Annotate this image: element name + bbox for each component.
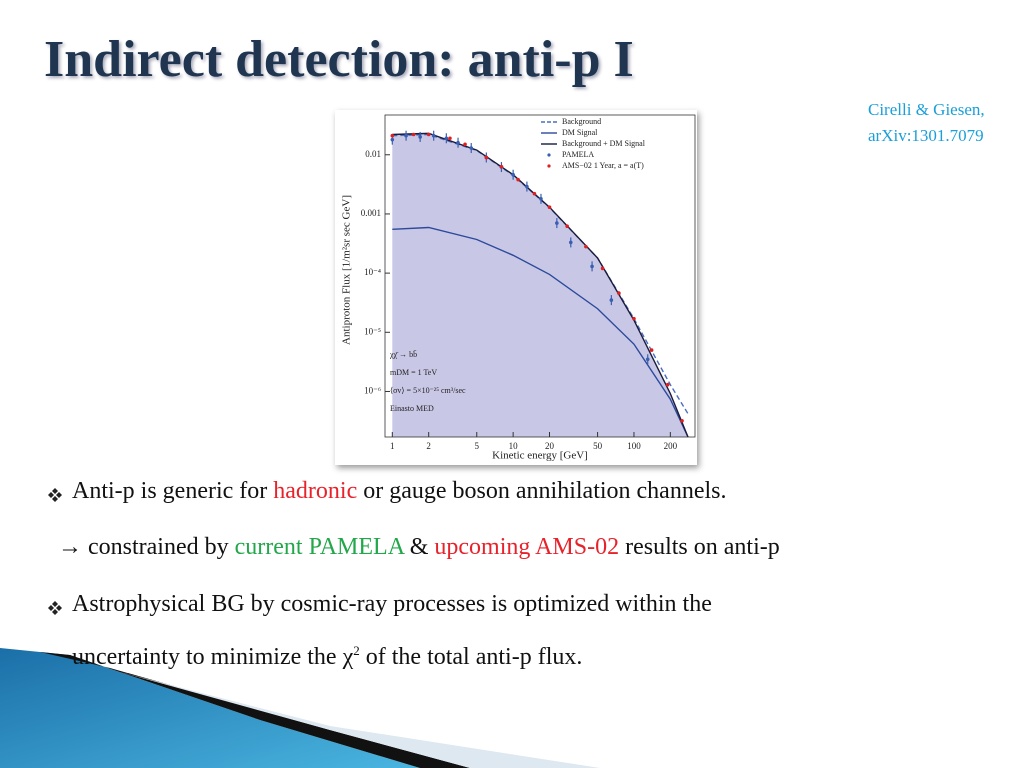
x-tick-label: 50 bbox=[593, 441, 603, 451]
data-point bbox=[617, 291, 621, 295]
bullet-line: Anti-p is generic for hadronic or gauge … bbox=[72, 478, 727, 505]
x-tick-label: 100 bbox=[627, 441, 641, 451]
data-point bbox=[516, 177, 520, 182]
citation: arXiv:1301.7079 bbox=[868, 126, 984, 145]
data-point bbox=[418, 135, 422, 139]
data-point bbox=[609, 298, 614, 302]
x-tick-label: 10 bbox=[509, 441, 519, 451]
text-segment: or gauge boson annihilation channels. bbox=[357, 478, 727, 504]
legend-label: AMS−02 1 Year, a = a(T) bbox=[562, 161, 644, 170]
plot-frame bbox=[384, 114, 696, 438]
data-point bbox=[680, 418, 684, 423]
data-point bbox=[469, 146, 474, 150]
data-point bbox=[590, 264, 594, 269]
bullet-icon bbox=[48, 488, 62, 502]
legend-label: Background bbox=[562, 117, 601, 126]
data-point bbox=[584, 244, 588, 249]
legend-label: DM Signal bbox=[562, 128, 598, 137]
data-point bbox=[565, 224, 569, 229]
citation: Cirelli & Giesen, bbox=[868, 100, 985, 119]
text-segment: results on anti-p bbox=[619, 534, 780, 560]
legend-label: Background + DM Signal bbox=[562, 139, 646, 148]
data-point bbox=[547, 205, 552, 210]
text-segment: 2 bbox=[353, 643, 360, 658]
text-segment: current PAMELA bbox=[234, 534, 404, 560]
y-tick-label: 0.001 bbox=[361, 208, 381, 218]
data-point bbox=[390, 133, 395, 138]
data-point bbox=[448, 136, 452, 141]
bullet-line: → constrained by current PAMELA & upcomi… bbox=[58, 534, 780, 561]
annotation: χχ̄ → bb̄ bbox=[389, 350, 417, 359]
text-segment: uncertainty to minimize the χ bbox=[72, 644, 354, 670]
data-point bbox=[463, 142, 467, 147]
bullet-icon bbox=[48, 601, 62, 615]
slide-title: Indirect detection: anti-p I bbox=[44, 31, 634, 88]
annotation: mDM = 1 TeV bbox=[390, 368, 437, 377]
legend-label: PAMELA bbox=[562, 150, 594, 159]
y-tick-label: 0.01 bbox=[365, 149, 381, 159]
data-point bbox=[499, 164, 504, 169]
y-axis-label: Antiproton Flux [1/m²sr sec GeV] bbox=[341, 195, 353, 345]
x-tick-label: 2 bbox=[426, 441, 431, 451]
area-fill bbox=[392, 133, 688, 437]
text-segment: of the total anti-p flux. bbox=[359, 644, 583, 670]
data-point bbox=[456, 140, 460, 145]
text-segment: & bbox=[403, 534, 435, 560]
data-point bbox=[649, 348, 654, 352]
text-segment: hadronic bbox=[273, 478, 358, 504]
y-tick-label: 10⁻⁶ bbox=[364, 386, 381, 396]
y-tick-label: 10⁻⁴ bbox=[364, 267, 381, 277]
data-point bbox=[665, 382, 670, 387]
x-tick-label: 5 bbox=[475, 441, 480, 451]
y-tick-label: 10⁻⁵ bbox=[364, 326, 381, 336]
data-point bbox=[411, 132, 416, 137]
x-tick-label: 20 bbox=[545, 441, 555, 451]
data-point bbox=[426, 132, 431, 137]
data-point bbox=[390, 137, 395, 142]
data-point bbox=[484, 155, 489, 160]
bullet-line: Astrophysical BG by cosmic-ray processes… bbox=[72, 591, 712, 618]
data-point bbox=[568, 240, 573, 245]
annotation: ⟨σv⟩ = 5×10⁻²⁵ cm³/sec bbox=[390, 386, 466, 395]
bullet-line: uncertainty to minimize the χ2 of the to… bbox=[72, 643, 582, 671]
text-segment: Anti-p is generic for bbox=[72, 478, 274, 504]
x-axis-label: Kinetic energy [GeV] bbox=[492, 450, 588, 462]
chart: 1 2 5 10 20 50 100 200 0.01 0.001 10⁻⁴ 10⁻⁵ 10⁻⁶ Kine… bbox=[335, 110, 697, 465]
text-segment: Astrophysical BG by cosmic-ray processes… bbox=[72, 591, 712, 617]
series-line bbox=[392, 226, 689, 438]
data-point bbox=[539, 197, 543, 201]
data-point bbox=[600, 266, 605, 271]
data-point bbox=[555, 221, 559, 225]
data-point bbox=[525, 184, 529, 189]
annotation: Einasto MED bbox=[390, 404, 434, 413]
legend-marker bbox=[547, 153, 551, 157]
x-tick-label: 200 bbox=[664, 441, 678, 451]
legend-marker bbox=[547, 164, 551, 168]
data-point bbox=[404, 133, 408, 138]
x-tick-label: 1 bbox=[390, 441, 395, 451]
data-point bbox=[532, 191, 537, 196]
data-point bbox=[431, 133, 436, 138]
text-segment: upcoming AMS-02 bbox=[434, 534, 620, 560]
data-point bbox=[444, 136, 449, 141]
data-point bbox=[632, 316, 636, 321]
data-point bbox=[645, 357, 650, 362]
data-point bbox=[511, 172, 515, 177]
text-segment: → constrained by bbox=[58, 534, 235, 560]
